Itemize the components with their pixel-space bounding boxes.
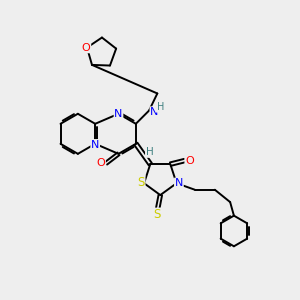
Text: H: H [146,147,153,157]
Text: H: H [157,102,164,112]
Text: O: O [185,156,194,166]
Text: O: O [82,43,91,52]
Text: S: S [137,176,145,189]
Text: N: N [175,178,183,188]
Text: N: N [114,109,123,119]
Text: O: O [97,158,105,168]
Text: N: N [150,107,159,117]
Text: N: N [91,140,99,150]
Text: S: S [154,208,161,221]
